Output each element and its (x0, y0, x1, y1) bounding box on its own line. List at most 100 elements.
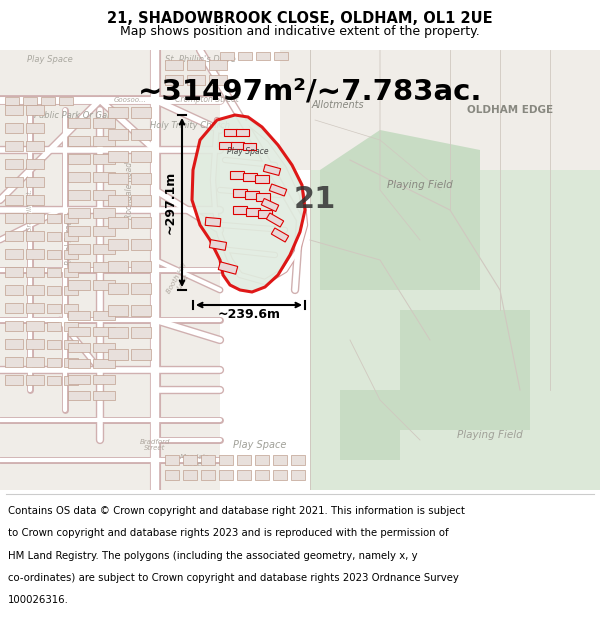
Bar (47, 340, 61, 349)
Bar (108, 239, 128, 250)
Text: Holy Trinity Church: Holy Trinity Church (150, 121, 230, 129)
Text: Map shows position and indicative extent of the property.: Map shows position and indicative extent… (120, 24, 480, 38)
Bar (26, 285, 44, 295)
Bar (5, 177, 23, 187)
Text: Bradford
Street: Bradford Street (140, 439, 170, 451)
Bar (64, 268, 78, 277)
Bar (273, 455, 287, 465)
Text: ~297.1m: ~297.1m (163, 171, 176, 234)
Bar (108, 173, 128, 184)
Text: ~239.6m: ~239.6m (218, 309, 281, 321)
Bar (187, 60, 205, 70)
Bar (47, 214, 61, 223)
Bar (26, 375, 44, 385)
Text: Goosoo...: Goosoo... (113, 97, 146, 103)
Text: Booth Hill
Lane: Booth Hill Lane (166, 262, 194, 298)
Text: Rochdale Road: Rochdale Road (125, 161, 134, 219)
Bar (131, 195, 151, 206)
Bar (108, 195, 128, 206)
Text: Playing Field: Playing Field (387, 180, 453, 190)
Bar (68, 375, 90, 384)
Bar (93, 136, 115, 146)
Bar (68, 172, 90, 182)
Polygon shape (192, 115, 305, 292)
Bar (223, 129, 236, 136)
Bar (209, 239, 227, 251)
Bar (47, 268, 61, 277)
Text: 21, SHADOWBROOK CLOSE, OLDHAM, OL1 2UE: 21, SHADOWBROOK CLOSE, OLDHAM, OL1 2UE (107, 11, 493, 26)
Bar (5, 267, 23, 277)
Bar (218, 141, 232, 149)
Bar (255, 470, 269, 480)
Bar (93, 391, 115, 400)
Bar (266, 213, 284, 227)
Bar (237, 455, 251, 465)
Bar (5, 339, 23, 349)
Bar (93, 359, 115, 368)
Bar (108, 261, 128, 272)
Bar (93, 280, 115, 290)
Text: Contains OS data © Crown copyright and database right 2021. This information is : Contains OS data © Crown copyright and d… (8, 506, 465, 516)
Bar (255, 455, 269, 465)
Bar (291, 455, 305, 465)
Text: Playing Field: Playing Field (457, 430, 523, 440)
Bar (26, 141, 44, 151)
Bar (47, 376, 61, 385)
Bar (93, 208, 115, 218)
Bar (131, 261, 151, 272)
Bar (220, 52, 234, 60)
Bar (26, 159, 44, 169)
Bar (273, 470, 287, 480)
Bar (47, 250, 61, 259)
Bar (131, 151, 151, 162)
Bar (5, 231, 23, 241)
Bar (68, 118, 90, 128)
Bar (47, 286, 61, 295)
Bar (26, 123, 44, 133)
Bar (233, 189, 247, 197)
Text: ~31497m²/~7.783ac.: ~31497m²/~7.783ac. (138, 78, 482, 106)
Text: to Crown copyright and database rights 2023 and is reproduced with the permissio: to Crown copyright and database rights 2… (8, 529, 448, 539)
Bar (26, 177, 44, 187)
Text: Royal Parade: Royal Parade (65, 215, 74, 265)
Bar (64, 214, 78, 223)
Bar (68, 136, 90, 146)
Bar (258, 210, 272, 218)
Bar (233, 206, 247, 214)
Bar (68, 262, 90, 272)
Bar (108, 217, 128, 228)
Polygon shape (320, 130, 480, 290)
Bar (64, 304, 78, 313)
Bar (41, 97, 55, 105)
Bar (209, 75, 227, 85)
Bar (131, 107, 151, 118)
Bar (5, 159, 23, 169)
Bar (26, 105, 44, 115)
Bar (291, 470, 305, 480)
Bar (5, 375, 23, 385)
Bar (108, 305, 128, 316)
Bar (230, 171, 244, 179)
Bar (238, 52, 252, 60)
Bar (242, 142, 256, 149)
Bar (219, 455, 233, 465)
Bar (47, 304, 61, 313)
Bar (64, 232, 78, 241)
Bar (68, 190, 90, 200)
Bar (108, 151, 128, 162)
Bar (93, 244, 115, 254)
Bar (245, 191, 259, 199)
Text: HM Land Registry. The polygons (including the associated geometry, namely x, y: HM Land Registry. The polygons (includin… (8, 551, 418, 561)
Bar (108, 107, 128, 118)
Text: co-ordinates) are subject to Crown copyright and database rights 2023 Ordnance S: co-ordinates) are subject to Crown copyr… (8, 573, 458, 583)
Bar (59, 97, 73, 105)
Bar (26, 195, 44, 205)
Bar (47, 322, 61, 331)
Bar (68, 154, 90, 164)
Bar (26, 339, 44, 349)
Bar (93, 311, 115, 320)
Bar (5, 213, 23, 223)
Bar (165, 60, 183, 70)
Bar (131, 129, 151, 140)
Bar (165, 470, 179, 480)
